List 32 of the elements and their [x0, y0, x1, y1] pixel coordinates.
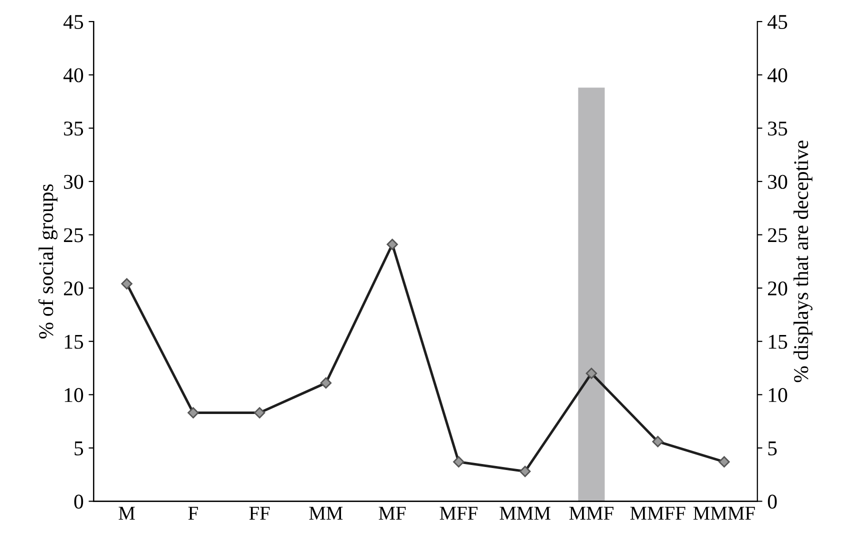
x-tick-label: MM	[309, 506, 343, 520]
x-tick-label: MMF	[569, 506, 614, 520]
y-tick-label: 30	[64, 174, 84, 189]
y2-tick-label: 40	[768, 68, 788, 82]
y-tick-label: 35	[64, 122, 84, 136]
y2-tick-label: 15	[768, 334, 788, 349]
x-tick-label: MFF	[440, 506, 478, 520]
x-tick-label: MMMF	[693, 506, 755, 520]
y2-tick-label: 25	[768, 228, 788, 242]
y-tick-label: 10	[64, 388, 84, 402]
y-tick-label: 5	[74, 442, 84, 456]
y-tick-label: 40	[63, 68, 84, 82]
y-tick-label: 45	[63, 15, 84, 29]
y-axis-title: % of social groups	[38, 184, 58, 339]
x-tick-label: F	[188, 506, 198, 520]
y-tick-label: 20	[64, 281, 84, 296]
y2-tick-label: 45	[768, 15, 788, 29]
x-tick-label: MF	[378, 506, 406, 520]
y-tick-label: 25	[64, 228, 84, 242]
y2-tick-label: 0	[768, 494, 777, 509]
y2-tick-label: 5	[768, 442, 777, 456]
y2-axis-title: % displays that are deceptive	[794, 140, 812, 382]
x-tick-label: MMFF	[630, 506, 686, 520]
y2-tick-label: 35	[768, 122, 788, 136]
x-tick-label: M	[118, 506, 135, 520]
y2-tick-label: 10	[768, 388, 788, 402]
y-tick-label: 15	[64, 334, 84, 349]
x-tick-label: MMM	[500, 506, 550, 520]
y-tick-label: 0	[74, 494, 84, 509]
y2-tick-label: 30	[768, 174, 788, 189]
x-tick-label: FF	[249, 506, 270, 520]
y2-tick-label: 20	[768, 281, 788, 296]
